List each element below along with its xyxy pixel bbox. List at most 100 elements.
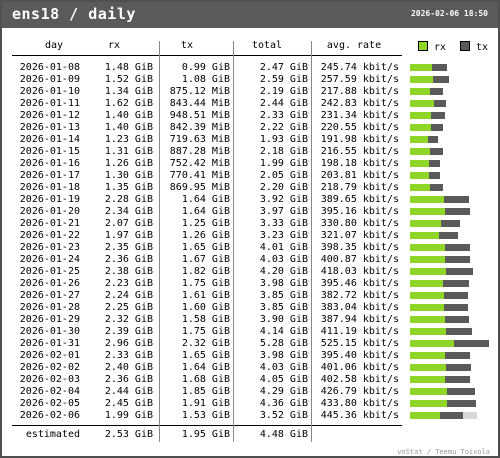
legend-rx-label: rx: [434, 42, 447, 53]
estimated-tx: 1.95 GiB: [181, 429, 230, 440]
column-header-total: total: [251, 40, 283, 51]
rx-bar: [410, 136, 428, 143]
avg-rate-cell: 395.16 kbit/s: [320, 206, 399, 217]
rx-cell: 1.23 GiB: [104, 134, 153, 145]
tx-bar: [444, 292, 468, 299]
tx-cell: 1.68 GiB: [181, 374, 230, 385]
rx-bar: [410, 268, 446, 275]
column-divider: [159, 41, 160, 442]
avg-rate-cell: 395.40 kbit/s: [320, 350, 399, 361]
tx-bar: [447, 388, 475, 395]
rx-cell: 2.44 GiB: [104, 386, 153, 397]
rx-cell: 2.45 GiB: [104, 398, 153, 409]
total-cell: 3.52 GiB: [259, 410, 308, 421]
tx-bar: [429, 160, 440, 167]
day-cell: 2026-01-17: [19, 170, 80, 181]
day-cell: 2026-01-09: [19, 74, 80, 85]
rx-bar: [410, 112, 431, 119]
day-cell: 2026-01-30: [19, 326, 80, 337]
rx-bar: [410, 88, 430, 95]
rx-bar: [410, 316, 445, 323]
tx-cell: 770.41 MiB: [169, 170, 230, 181]
tx-cell: 1.85 GiB: [181, 386, 230, 397]
rx-bar: [410, 352, 445, 359]
rx-bar: [410, 412, 440, 419]
tx-cell: 2.32 GiB: [181, 338, 230, 349]
avg-rate-cell: 216.55 kbit/s: [320, 146, 399, 157]
total-cell: 4.03 GiB: [259, 254, 308, 265]
rx-bar: [410, 400, 447, 407]
tx-bar: [429, 172, 440, 179]
total-cell: 2.19 GiB: [259, 86, 308, 97]
day-cell: 2026-01-24: [19, 254, 80, 265]
estimate-bar: [463, 412, 477, 419]
tx-bar: [441, 220, 460, 227]
rx-cell: 1.30 GiB: [104, 170, 153, 181]
day-cell: 2026-01-16: [19, 158, 80, 169]
tx-cell: 0.99 GiB: [181, 62, 230, 73]
avg-rate-cell: 445.36 kbit/s: [320, 410, 399, 421]
estimated-total: 4.48 GiB: [259, 429, 308, 440]
rx-cell: 1.52 GiB: [104, 74, 153, 85]
total-cell: 2.44 GiB: [259, 98, 308, 109]
legend-rx: rx: [418, 41, 446, 53]
rx-cell: 2.35 GiB: [104, 242, 153, 253]
day-cell: 2026-01-14: [19, 134, 80, 145]
total-cell: 1.93 GiB: [259, 134, 308, 145]
rx-cell: 2.39 GiB: [104, 326, 153, 337]
estimated-divider: [12, 425, 402, 426]
tx-cell: 1.67 GiB: [181, 254, 230, 265]
rx-bar: [410, 100, 434, 107]
rx-cell: 2.36 GiB: [104, 254, 153, 265]
rx-bar: [410, 184, 430, 191]
avg-rate-cell: 257.59 kbit/s: [320, 74, 399, 85]
day-cell: 2026-01-19: [19, 194, 80, 205]
column-header-tx: tx: [180, 40, 194, 51]
rx-bar: [410, 376, 445, 383]
rx-bar: [410, 148, 430, 155]
day-cell: 2026-01-08: [19, 62, 80, 73]
day-cell: 2026-01-28: [19, 302, 80, 313]
tx-bar: [447, 400, 476, 407]
rx-bar: [410, 328, 446, 335]
day-cell: 2026-01-13: [19, 122, 80, 133]
rx-bar: [410, 220, 441, 227]
estimated-label: estimated: [25, 429, 80, 440]
total-cell: 3.33 GiB: [259, 218, 308, 229]
tx-bar: [445, 376, 470, 383]
rx-bar: [410, 292, 444, 299]
rx-bar: [410, 340, 454, 347]
total-cell: 2.20 GiB: [259, 182, 308, 193]
rx-cell: 2.36 GiB: [104, 374, 153, 385]
avg-rate-cell: 245.74 kbit/s: [320, 62, 399, 73]
total-cell: 3.98 GiB: [259, 350, 308, 361]
tx-cell: 1.64 GiB: [181, 206, 230, 217]
rx-cell: 1.62 GiB: [104, 98, 153, 109]
rx-bar: [410, 172, 429, 179]
rx-cell: 2.23 GiB: [104, 278, 153, 289]
avg-rate-cell: 387.94 kbit/s: [320, 314, 399, 325]
rx-cell: 1.48 GiB: [104, 62, 153, 73]
tx-cell: 869.95 MiB: [169, 182, 230, 193]
tx-cell: 1.25 GiB: [181, 218, 230, 229]
day-cell: 2026-01-22: [19, 230, 80, 241]
total-cell: 3.98 GiB: [259, 278, 308, 289]
total-cell: 2.59 GiB: [259, 74, 308, 85]
tx-bar: [444, 196, 469, 203]
rx-cell: 2.96 GiB: [104, 338, 153, 349]
total-cell: 2.05 GiB: [259, 170, 308, 181]
column-header-rx: rx: [107, 40, 121, 51]
total-cell: 4.03 GiB: [259, 362, 308, 373]
avg-rate-cell: 321.07 kbit/s: [320, 230, 399, 241]
interface-title: ens18 / daily: [12, 5, 136, 23]
tx-bar: [445, 352, 470, 359]
avg-rate-cell: 433.80 kbit/s: [320, 398, 399, 409]
estimated-rx: 2.53 GiB: [104, 429, 153, 440]
rx-bar: [410, 244, 445, 251]
tx-cell: 1.26 GiB: [181, 230, 230, 241]
avg-rate-cell: 398.35 kbit/s: [320, 242, 399, 253]
tx-bar: [444, 304, 468, 311]
rx-cell: 2.34 GiB: [104, 206, 153, 217]
header-divider: [12, 55, 402, 56]
total-cell: 4.29 GiB: [259, 386, 308, 397]
